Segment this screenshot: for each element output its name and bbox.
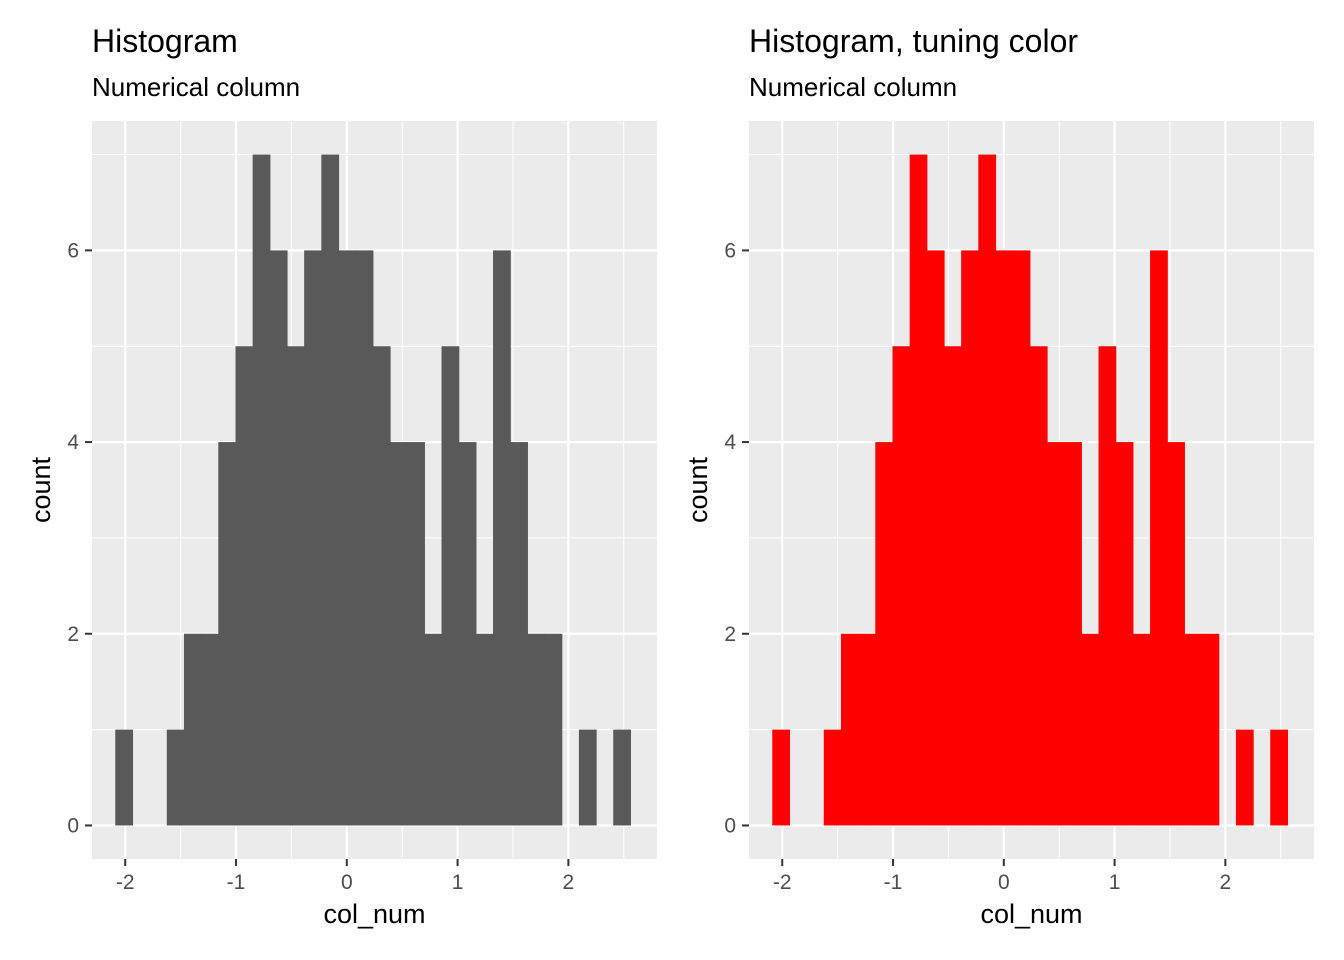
chart-title: Histogram, tuning color	[749, 23, 1079, 59]
histogram-bar	[1029, 346, 1048, 826]
histogram-bar	[926, 250, 945, 826]
x-tick-label: 0	[998, 871, 1010, 894]
y-tick-label: 0	[724, 814, 736, 837]
histogram-bar	[909, 154, 928, 826]
x-axis-title: col_num	[323, 899, 425, 929]
histogram-bar	[355, 250, 374, 826]
x-tick-label: 1	[452, 871, 464, 894]
x-tick-label: -1	[884, 871, 903, 894]
histogram-bar	[840, 633, 859, 826]
histogram-bar	[441, 346, 460, 826]
histogram-bar	[544, 633, 563, 826]
histogram-bar	[304, 250, 322, 826]
histogram-bar	[1270, 729, 1289, 826]
histogram-bar	[286, 346, 305, 826]
histogram-bar	[510, 442, 528, 826]
histogram-bar	[1150, 250, 1168, 826]
y-tick-label: 4	[67, 431, 79, 454]
y-tick-label: 0	[67, 814, 79, 837]
histogram-bar	[1081, 633, 1100, 826]
histogram-bar	[183, 633, 202, 826]
chart-title: Histogram	[92, 23, 238, 59]
histogram-panel-right: Histogram, tuning color Numerical column…	[657, 0, 1329, 960]
histogram-bar	[338, 250, 357, 826]
histogram-bar	[943, 346, 962, 826]
histogram-panel-left: Histogram Numerical column -2 -1 0 1 2 0 2 4 6 co…	[26, 23, 657, 929]
histogram-bar	[772, 729, 791, 826]
y-axis-title: count	[26, 456, 56, 523]
histogram-bar	[1098, 346, 1117, 826]
histogram-bar	[493, 250, 511, 826]
histogram-bar	[1132, 633, 1151, 826]
histogram-bar	[823, 729, 842, 826]
x-tick-label: 2	[1220, 871, 1232, 894]
histogram-bar	[269, 250, 288, 826]
histogram-chart: -2 -1 0 1 2 0 2 4 6 col_num count	[26, 121, 657, 929]
histogram-bar	[235, 346, 254, 826]
histogram-bar	[1064, 442, 1082, 826]
histogram-bar	[578, 729, 597, 826]
x-tick-label: -2	[773, 871, 792, 894]
chart-subtitle: Numerical column	[749, 72, 958, 102]
y-tick-label: 6	[67, 239, 79, 262]
histogram-bar	[252, 154, 271, 826]
histogram-bar	[1167, 442, 1185, 826]
histogram-bar	[892, 346, 911, 826]
histogram-bar	[1235, 729, 1254, 826]
histogram-bar	[978, 154, 997, 826]
y-tick-label: 4	[724, 431, 736, 454]
histogram-bar	[218, 442, 237, 826]
histogram-bar	[115, 729, 134, 826]
histogram-bar	[995, 250, 1014, 826]
chart-subtitle: Numerical column	[92, 72, 301, 102]
x-tick-label: 2	[563, 871, 575, 894]
x-tick-label: 0	[341, 871, 353, 894]
histogram-bar	[390, 442, 408, 826]
histogram-bar	[858, 633, 876, 826]
histogram-bar	[527, 633, 546, 826]
x-tick-label: -1	[227, 871, 246, 894]
histogram-bar	[372, 346, 391, 826]
x-tick-label: 1	[1109, 871, 1121, 894]
histogram-bar	[475, 633, 494, 826]
y-tick-label: 2	[67, 623, 79, 646]
histogram-chart: -2 -1 0 1 2 0 2 4 6 col_num count	[683, 121, 1314, 929]
histogram-bar	[961, 250, 979, 826]
histogram-bar	[1184, 633, 1203, 826]
histogram-bar	[458, 442, 477, 826]
y-tick-label: 6	[724, 239, 736, 262]
y-axis-title: count	[683, 456, 713, 523]
histogram-bar	[166, 729, 185, 826]
histogram-bar	[321, 154, 340, 826]
histogram-bar	[1047, 442, 1065, 826]
histogram-bar	[424, 633, 443, 826]
x-tick-label: -2	[116, 871, 135, 894]
x-axis-title: col_num	[980, 899, 1082, 929]
histogram-bar	[407, 442, 425, 826]
histogram-bar	[613, 729, 632, 826]
histogram-bar	[875, 442, 894, 826]
histogram-bar	[1115, 442, 1134, 826]
histogram-bar	[1201, 633, 1220, 826]
y-tick-label: 2	[724, 623, 736, 646]
histogram-bar	[1012, 250, 1031, 826]
histogram-bar	[201, 633, 219, 826]
